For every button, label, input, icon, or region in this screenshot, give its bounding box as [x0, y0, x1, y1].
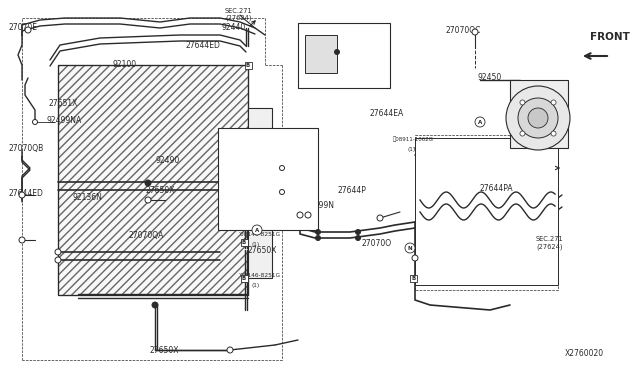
- Bar: [58, 65, 248, 295]
- Text: 27651X: 27651X: [48, 99, 77, 108]
- Circle shape: [316, 235, 321, 241]
- Circle shape: [528, 108, 548, 128]
- Text: 92440: 92440: [222, 23, 246, 32]
- Text: ⓝ08911-1062G: ⓝ08911-1062G: [393, 137, 434, 142]
- Circle shape: [280, 189, 285, 195]
- Text: (1): (1): [252, 242, 260, 247]
- Circle shape: [280, 166, 285, 170]
- Text: 27644PA: 27644PA: [480, 184, 514, 193]
- Text: 92100: 92100: [112, 60, 136, 69]
- Circle shape: [25, 27, 31, 33]
- Text: 27644E: 27644E: [262, 213, 291, 222]
- Bar: [410, 275, 417, 282]
- Circle shape: [152, 302, 158, 308]
- Circle shape: [252, 225, 262, 235]
- Circle shape: [405, 243, 415, 253]
- Bar: [218, 128, 318, 230]
- Text: 27070QB: 27070QB: [8, 144, 44, 153]
- Text: 27070QA: 27070QA: [128, 231, 163, 240]
- Text: 92499NA: 92499NA: [46, 116, 81, 125]
- Text: N: N: [408, 246, 412, 250]
- Circle shape: [520, 131, 525, 136]
- Text: A: A: [255, 228, 259, 232]
- Circle shape: [520, 100, 525, 105]
- Text: 27644ED: 27644ED: [8, 189, 43, 198]
- Text: 27644ED: 27644ED: [185, 41, 220, 50]
- Text: B: B: [246, 62, 250, 67]
- Text: ´08146-8251G: ´08146-8251G: [238, 232, 281, 237]
- Text: 27070O: 27070O: [362, 239, 392, 248]
- Circle shape: [297, 212, 303, 218]
- Text: 27650X: 27650X: [150, 346, 179, 355]
- Circle shape: [227, 347, 233, 353]
- Bar: [248, 108, 272, 278]
- Circle shape: [355, 235, 360, 241]
- Circle shape: [19, 237, 25, 243]
- Text: 92136N: 92136N: [72, 193, 102, 202]
- Text: 92450: 92450: [478, 73, 502, 82]
- Text: 27650X: 27650X: [248, 246, 278, 255]
- Text: 27760: 27760: [336, 26, 360, 35]
- Bar: [244, 61, 252, 68]
- Text: 92480: 92480: [292, 219, 316, 228]
- Bar: [241, 238, 248, 246]
- Text: 27070E: 27070E: [8, 23, 37, 32]
- Circle shape: [305, 212, 311, 218]
- Bar: [415, 138, 558, 285]
- Text: 92490: 92490: [155, 156, 179, 165]
- Text: (27624): (27624): [536, 244, 563, 250]
- Circle shape: [335, 49, 339, 55]
- Text: X2760020: X2760020: [565, 349, 604, 358]
- Bar: [305, 35, 337, 73]
- Circle shape: [33, 119, 38, 125]
- Text: SEC.E74: SEC.E74: [522, 106, 550, 112]
- Bar: [298, 23, 390, 88]
- Text: (27624): (27624): [225, 15, 252, 21]
- Text: FRONT: FRONT: [590, 32, 630, 42]
- Circle shape: [55, 249, 61, 255]
- Bar: [510, 80, 568, 148]
- Text: B: B: [242, 276, 246, 280]
- Text: 92499N: 92499N: [305, 201, 335, 210]
- Circle shape: [472, 29, 478, 35]
- Text: B: B: [242, 240, 246, 244]
- Circle shape: [551, 131, 556, 136]
- Circle shape: [412, 255, 418, 261]
- Text: (1): (1): [252, 283, 260, 288]
- Text: 27644E: 27644E: [258, 176, 287, 185]
- Text: 27644EA: 27644EA: [370, 109, 404, 118]
- Text: (27630): (27630): [522, 113, 548, 120]
- Circle shape: [355, 230, 360, 234]
- Text: (ANB SENSOR): (ANB SENSOR): [308, 38, 354, 43]
- Circle shape: [145, 180, 151, 186]
- Bar: [241, 275, 248, 282]
- Circle shape: [316, 230, 321, 234]
- Circle shape: [377, 215, 383, 221]
- Text: 27070QC: 27070QC: [446, 26, 481, 35]
- Circle shape: [506, 86, 570, 150]
- Text: A: A: [478, 119, 482, 125]
- Text: ´08146-8251G: ´08146-8251G: [238, 273, 281, 278]
- Text: (1): (1): [408, 147, 416, 152]
- Circle shape: [145, 197, 151, 203]
- Text: 27644P: 27644P: [338, 186, 367, 195]
- Text: 27650X: 27650X: [145, 186, 175, 195]
- Circle shape: [518, 98, 558, 138]
- Bar: [58, 65, 248, 295]
- Text: SEC.271: SEC.271: [225, 8, 253, 14]
- Circle shape: [551, 100, 556, 105]
- Circle shape: [475, 117, 485, 127]
- Circle shape: [19, 192, 25, 198]
- Text: SEC.271: SEC.271: [536, 236, 564, 242]
- Circle shape: [55, 257, 61, 263]
- Text: B: B: [412, 276, 416, 280]
- Bar: [58, 65, 248, 295]
